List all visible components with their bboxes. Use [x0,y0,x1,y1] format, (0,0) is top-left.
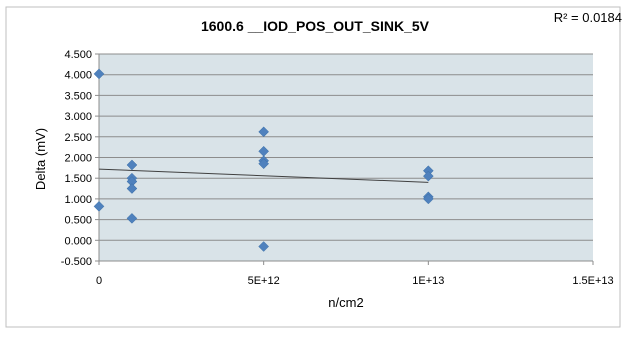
y-tick-label: 4.000 [64,70,92,82]
r-squared-annotation: R² = 0.0184 [554,10,622,25]
x-axis-title: n/cm2 [328,295,363,310]
x-tick-label: 1E+13 [412,275,444,287]
y-tick-label: 0.000 [64,235,92,247]
trendline [98,168,429,183]
y-tick-label: 3.000 [64,111,92,123]
y-tick-label: 2.000 [64,153,92,165]
data-point [93,200,105,212]
data-points [93,68,434,252]
data-point [258,126,270,138]
data-point [126,183,138,194]
x-tick-label: 0 [96,275,102,287]
gridlines [95,53,594,265]
y-tick-label: -0.500 [61,256,92,268]
data-point [422,170,434,182]
y-tick-label: 4.500 [64,49,92,61]
data-point [126,159,138,171]
data-point [126,213,138,224]
data-point [258,241,270,252]
x-tick-label: 1.5E+13 [572,275,613,287]
y-tick-label: 0.500 [64,215,92,227]
y-tick-label: 3.500 [64,90,92,102]
y-axis-title: Delta (mV) [33,128,48,190]
y-tick-label: 1.000 [64,194,92,206]
x-tick-label: 5E+12 [248,275,280,287]
y-tick-labels: -0.500 0.000 0.500 1.000 1.500 2.000 2.500 3.00… [61,49,92,268]
y-tick-label: 1.500 [64,173,92,185]
data-point [258,158,270,170]
chart-title: 1600.6 __IOD_POS_OUT_SINK_5V [201,18,430,34]
x-tick-labels: 0 5E+12 1E+13 1.5E+13 [96,275,614,287]
data-point [422,193,434,205]
data-point [93,68,105,80]
y-tick-label: 2.500 [64,132,92,144]
